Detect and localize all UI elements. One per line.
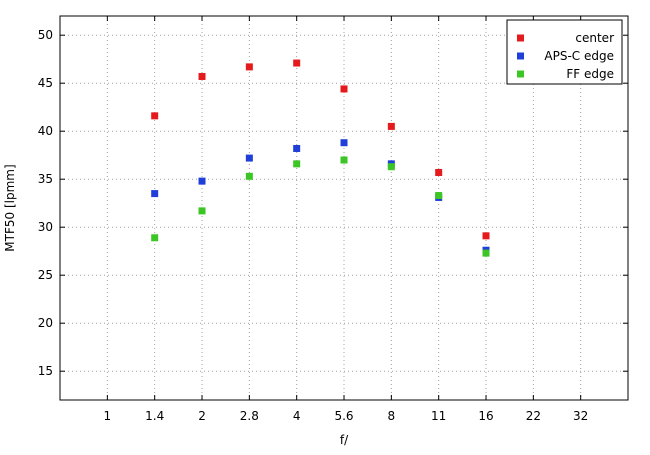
data-point-center [387, 122, 395, 130]
data-point-aps-c-edge [340, 139, 348, 147]
data-point-ff-edge [293, 160, 301, 168]
data-point-ff-edge [340, 156, 348, 164]
y-tick-label: 20 [38, 316, 53, 330]
legend-label: APS-C edge [544, 49, 614, 63]
x-tick-label: 11 [431, 409, 446, 423]
x-axis: 1 1.4 2 2.8 4 5.6 8 11 16 22 32 [104, 16, 588, 423]
x-tick-label: 2 [198, 409, 206, 423]
legend-swatch [517, 34, 524, 42]
x-axis-title: f/ [340, 433, 349, 447]
x-tick-label: 1 [104, 409, 112, 423]
legend-label: FF edge [566, 67, 614, 81]
data-point-aps-c-edge [151, 190, 159, 198]
data-point-center [151, 112, 159, 120]
data-point-ff-edge [387, 163, 395, 171]
legend-swatch [517, 70, 524, 78]
x-tick-label: 2.8 [240, 409, 259, 423]
data-point-ff-edge [151, 234, 159, 242]
data-point-aps-c-edge [198, 177, 206, 185]
x-tick-label: 1.4 [145, 409, 164, 423]
data-points [151, 59, 490, 257]
x-tick-label: 32 [573, 409, 588, 423]
data-point-center [340, 85, 348, 93]
data-point-center [482, 232, 490, 240]
x-tick-label: 5.6 [334, 409, 353, 423]
y-axis-title: MTF50 [lpmm] [3, 164, 17, 251]
legend-swatch [517, 52, 524, 60]
legend: center APS-C edge FF edge [506, 19, 623, 85]
data-point-ff-edge [198, 207, 206, 215]
y-tick-label: 45 [38, 76, 53, 90]
data-point-ff-edge [482, 249, 490, 257]
x-tick-label: 4 [293, 409, 301, 423]
x-tick-label: 22 [526, 409, 541, 423]
y-tick-label: 15 [38, 364, 53, 378]
y-tick-label: 35 [38, 172, 53, 186]
y-tick-label: 30 [38, 220, 53, 234]
y-tick-label: 40 [38, 124, 53, 138]
data-point-center [293, 59, 301, 67]
x-tick-label: 16 [478, 409, 493, 423]
data-point-center [435, 168, 443, 176]
data-point-ff-edge [245, 172, 253, 180]
y-tick-label: 50 [38, 28, 53, 42]
data-point-center [245, 63, 253, 71]
legend-label: center [575, 31, 614, 45]
data-point-ff-edge [435, 192, 443, 200]
data-point-aps-c-edge [245, 154, 253, 162]
x-tick-label: 8 [388, 409, 396, 423]
legend-box [506, 19, 623, 85]
y-axis: 15 20 25 30 35 40 45 50 [38, 28, 628, 378]
y-tick-label: 25 [38, 268, 53, 282]
data-point-aps-c-edge [293, 144, 301, 152]
data-point-center [198, 72, 206, 80]
